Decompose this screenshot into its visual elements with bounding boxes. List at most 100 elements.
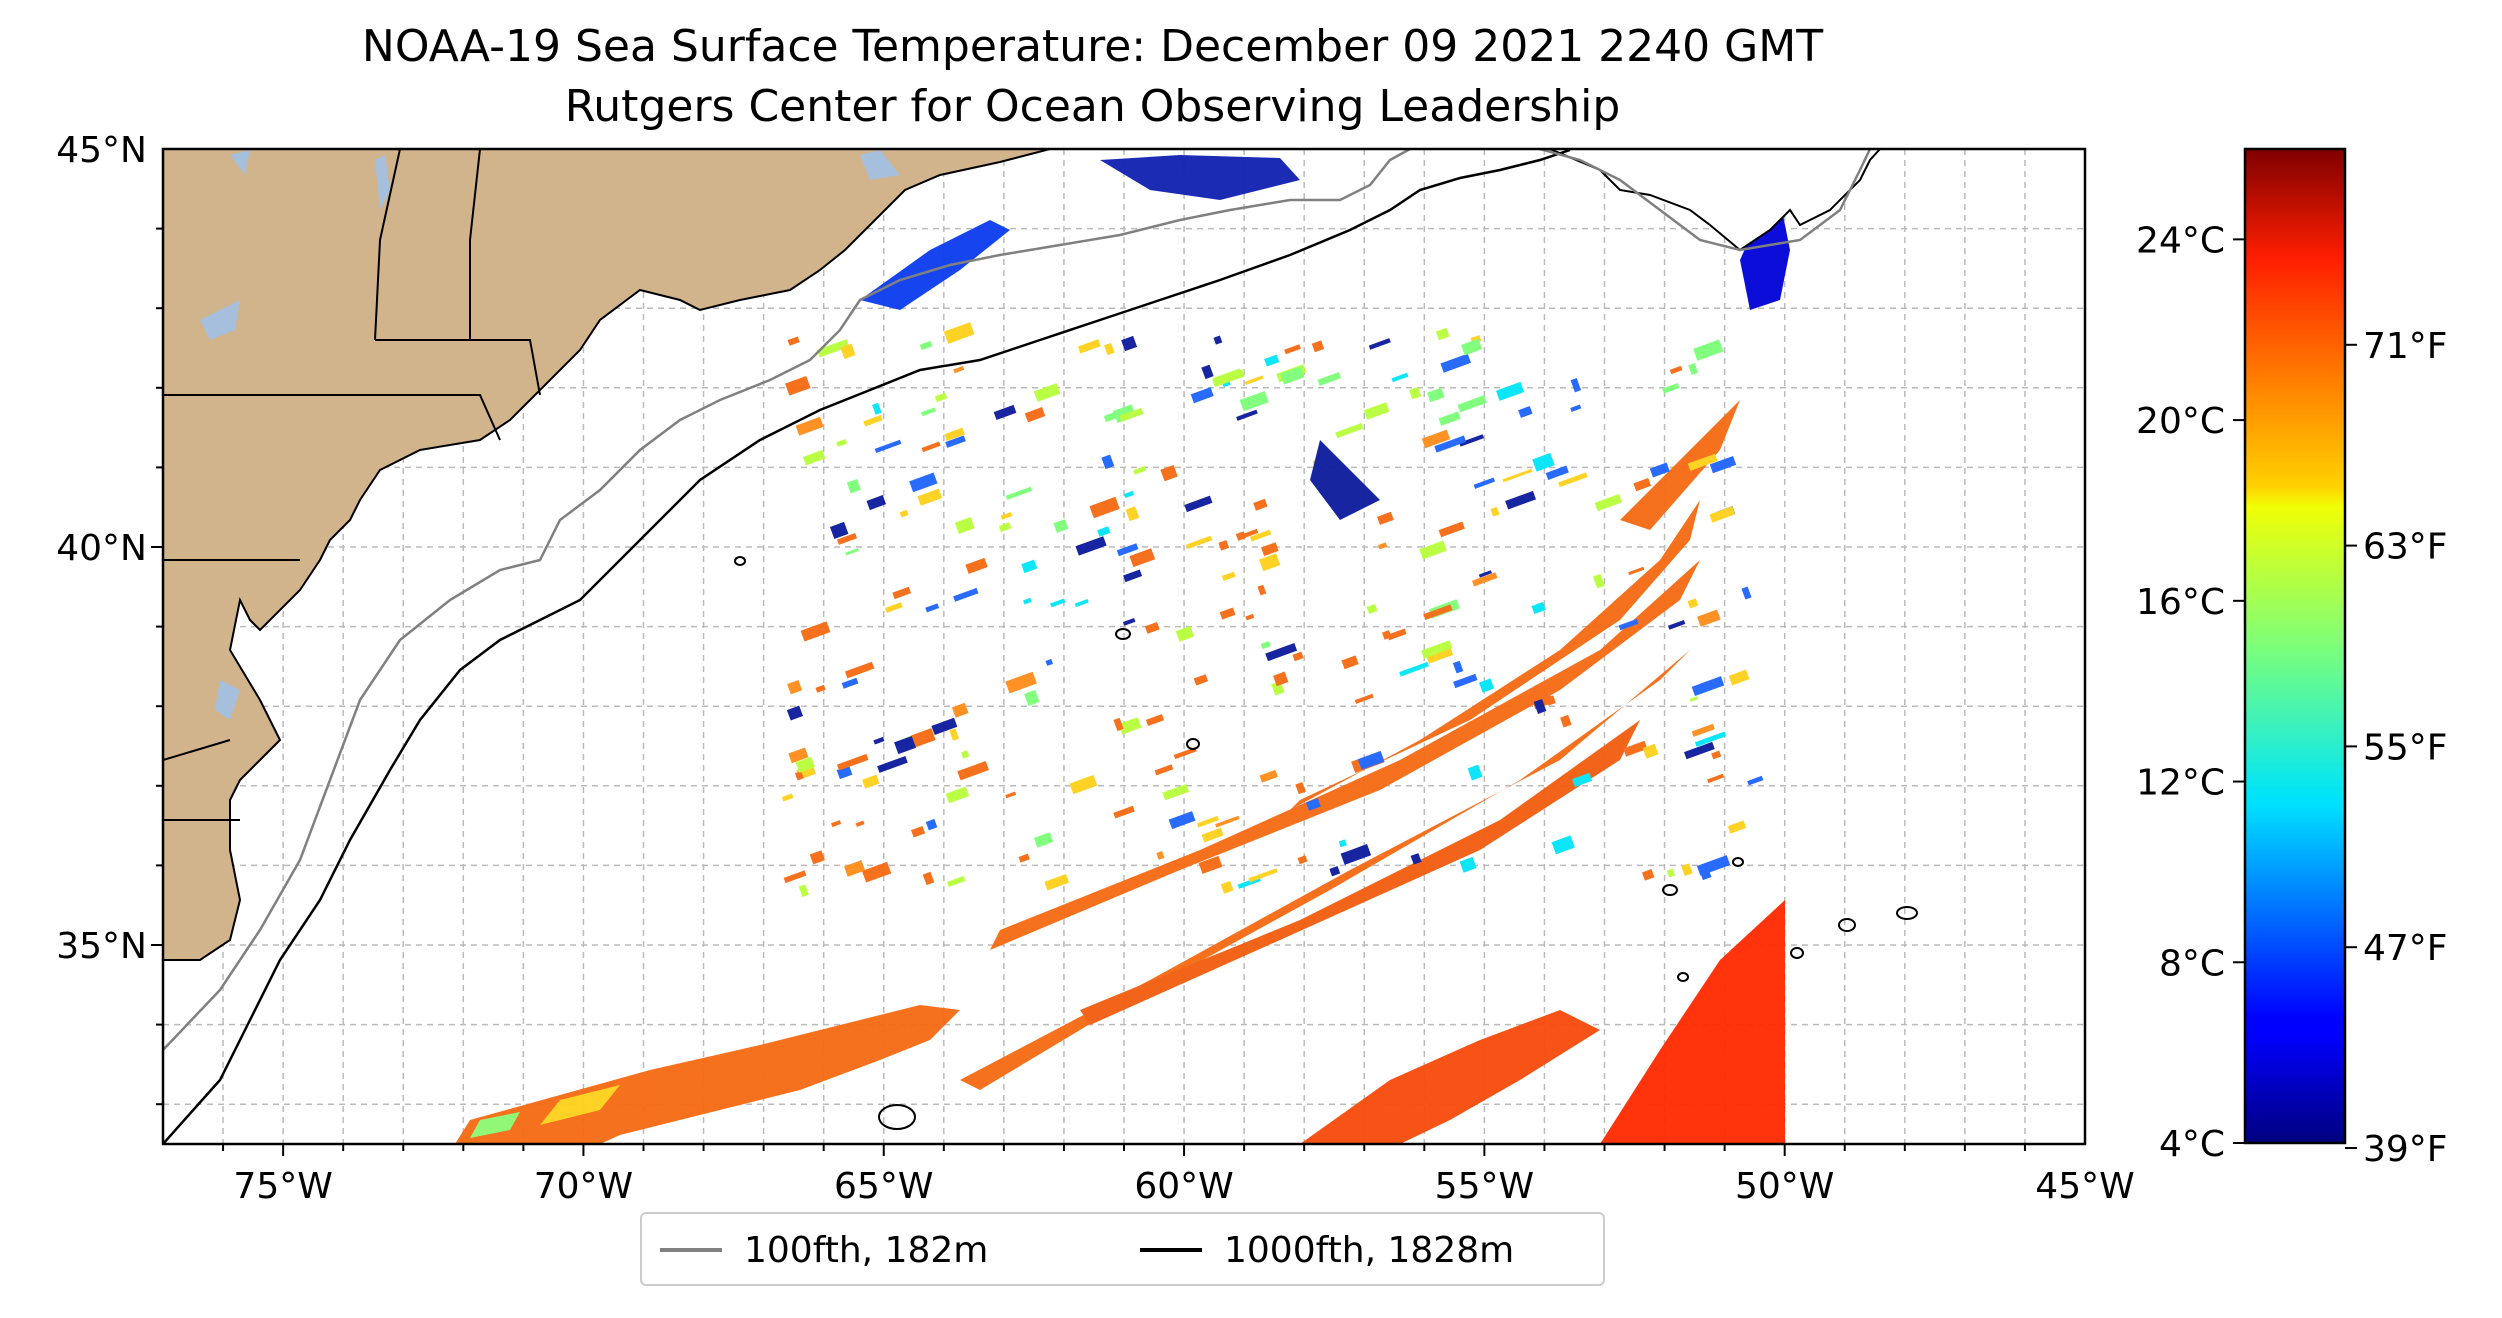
- sst-speckle: [1459, 856, 1477, 873]
- sst-speckle: [1259, 769, 1278, 783]
- sst-speckle: [1284, 344, 1301, 355]
- sst-band: [960, 650, 1690, 1090]
- sst-speckle: [1173, 747, 1197, 760]
- contour-100fth: [163, 149, 1411, 1051]
- chart-subtitle: Rutgers Center for Ocean Observing Leade…: [564, 81, 1621, 132]
- lon-tick-label: 75°W: [233, 1166, 332, 1207]
- sst-speckle: [965, 557, 988, 574]
- sst-speckle: [925, 818, 938, 831]
- sst-speckle: [830, 820, 842, 828]
- sst-speckle: [1154, 764, 1174, 776]
- sst-speckle: [1633, 478, 1652, 492]
- sst-speckle: [1558, 472, 1588, 488]
- sst-speckle: [816, 339, 850, 358]
- sst-speckle: [960, 750, 970, 759]
- sst-speckle: [845, 548, 859, 556]
- sst-speckle: [1377, 542, 1388, 550]
- sst-speckle: [1259, 553, 1281, 572]
- sst-speckle: [1305, 798, 1321, 811]
- sst-speckle: [1681, 863, 1693, 877]
- sst-speckle: [919, 340, 933, 351]
- sst-speckle: [1696, 855, 1731, 876]
- sst-speckle: [1220, 880, 1234, 894]
- sst-speckle: [911, 825, 926, 838]
- sst-speckle: [1691, 676, 1725, 697]
- sst-speckle: [1452, 660, 1464, 674]
- sst-speckle: [1570, 404, 1582, 412]
- legend-label: 1000fth, 1828m: [1224, 1229, 1515, 1271]
- sst-speckle: [1273, 671, 1289, 687]
- sst-speckle: [922, 871, 935, 886]
- sst-speckle: [1467, 764, 1483, 781]
- sst-speckle: [1399, 661, 1429, 677]
- sst-band: [990, 560, 1700, 950]
- sst-speckle: [783, 870, 807, 884]
- sst-speckle: [1196, 815, 1219, 828]
- sst-speckle: [894, 735, 917, 755]
- sst-speckle: [1005, 791, 1017, 799]
- sst-speckle: [787, 336, 800, 346]
- sst-speckle: [1351, 775, 1383, 797]
- sst-speckle: [1271, 680, 1285, 696]
- sst-speckle: [877, 755, 908, 773]
- sst-speckle: [781, 793, 794, 802]
- sst-speckle: [1377, 511, 1394, 525]
- sst-speckle: [1280, 366, 1305, 385]
- sst-speckle: [841, 677, 859, 689]
- sst-speckle: [844, 860, 866, 877]
- sst-speckle: [1021, 559, 1038, 574]
- sst-speckle: [1133, 466, 1147, 475]
- sst-speckle: [1453, 673, 1478, 689]
- sst-speckle: [953, 366, 965, 374]
- sst-speckle: [1440, 353, 1471, 373]
- sst-speckle: [1123, 490, 1135, 498]
- sst-speckle: [1190, 387, 1214, 404]
- lat-tick-label: 45°N: [56, 130, 147, 171]
- sst-speckle: [1434, 435, 1467, 453]
- sst-speckle: [1253, 498, 1268, 511]
- sst-speckle: [1160, 464, 1178, 482]
- sst-speckle: [1053, 519, 1069, 533]
- sst-speckle: [1502, 468, 1533, 483]
- lat-tick-label: 35°N: [56, 926, 147, 967]
- sst-speckle: [1245, 613, 1255, 621]
- sst-speckle: [1317, 372, 1342, 386]
- fahrenheit-tick-label: 71°F: [2363, 326, 2448, 367]
- sst-speckle: [1741, 586, 1752, 600]
- sst-speckle: [1101, 454, 1115, 470]
- sst-speckle: [1669, 365, 1683, 375]
- sst-speckle: [866, 495, 887, 511]
- sst-speckle: [951, 702, 969, 718]
- sst-speckle: [1628, 566, 1645, 576]
- colorbar: [2243, 147, 2347, 1145]
- sst-speckle: [1693, 339, 1724, 361]
- sst-speckle: [1219, 607, 1236, 620]
- sst-speckle: [794, 771, 804, 781]
- sst-speckle: [873, 736, 885, 745]
- sst-speckle: [1257, 584, 1267, 596]
- sst-speckle: [1747, 775, 1764, 786]
- sst-speckle: [1363, 402, 1390, 420]
- sst-speckle: [1218, 540, 1230, 551]
- sst-speckle: [1473, 477, 1496, 489]
- sst-speckle: [1533, 699, 1547, 714]
- sst-speckle: [1329, 865, 1341, 877]
- sst-speckle: [1201, 827, 1224, 843]
- sst-speckle: [953, 587, 979, 602]
- sst-speckle: [872, 402, 882, 415]
- sst-speckle: [934, 392, 948, 403]
- sst-speckle: [1116, 543, 1139, 557]
- sst-speckle: [1460, 338, 1483, 356]
- sst-speckle: [1545, 465, 1569, 480]
- sst-speckle: [1683, 741, 1715, 760]
- sst-speckle: [946, 875, 966, 887]
- sst-speckle: [884, 602, 903, 613]
- sst-speckle: [1236, 409, 1258, 421]
- sst-speckle: [1457, 395, 1487, 413]
- coastline-nova-scotia: [1549, 149, 1882, 252]
- land-mass: [163, 149, 1051, 961]
- sst-speckle: [911, 728, 936, 748]
- sst-speckle: [1248, 868, 1278, 883]
- sst-speckle: [1024, 407, 1046, 423]
